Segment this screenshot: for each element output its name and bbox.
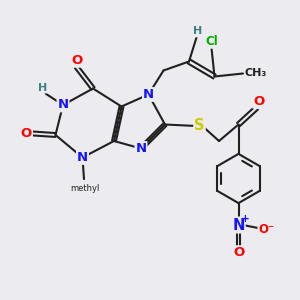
Text: N: N <box>143 88 154 101</box>
Text: CH₃: CH₃ <box>244 68 267 78</box>
Text: S: S <box>194 118 205 133</box>
Text: Cl: Cl <box>205 35 218 48</box>
Text: methyl: methyl <box>70 184 100 193</box>
Text: H: H <box>38 82 47 93</box>
Text: O⁻: O⁻ <box>258 223 274 236</box>
Text: O: O <box>71 54 82 67</box>
Text: O: O <box>253 95 265 108</box>
Text: N: N <box>135 142 147 155</box>
Text: N: N <box>77 151 88 164</box>
Text: +: + <box>241 214 250 224</box>
Text: N: N <box>232 218 245 232</box>
Text: H: H <box>194 26 202 37</box>
Text: N: N <box>57 98 69 112</box>
Text: O: O <box>21 127 32 140</box>
Text: O: O <box>233 246 244 259</box>
